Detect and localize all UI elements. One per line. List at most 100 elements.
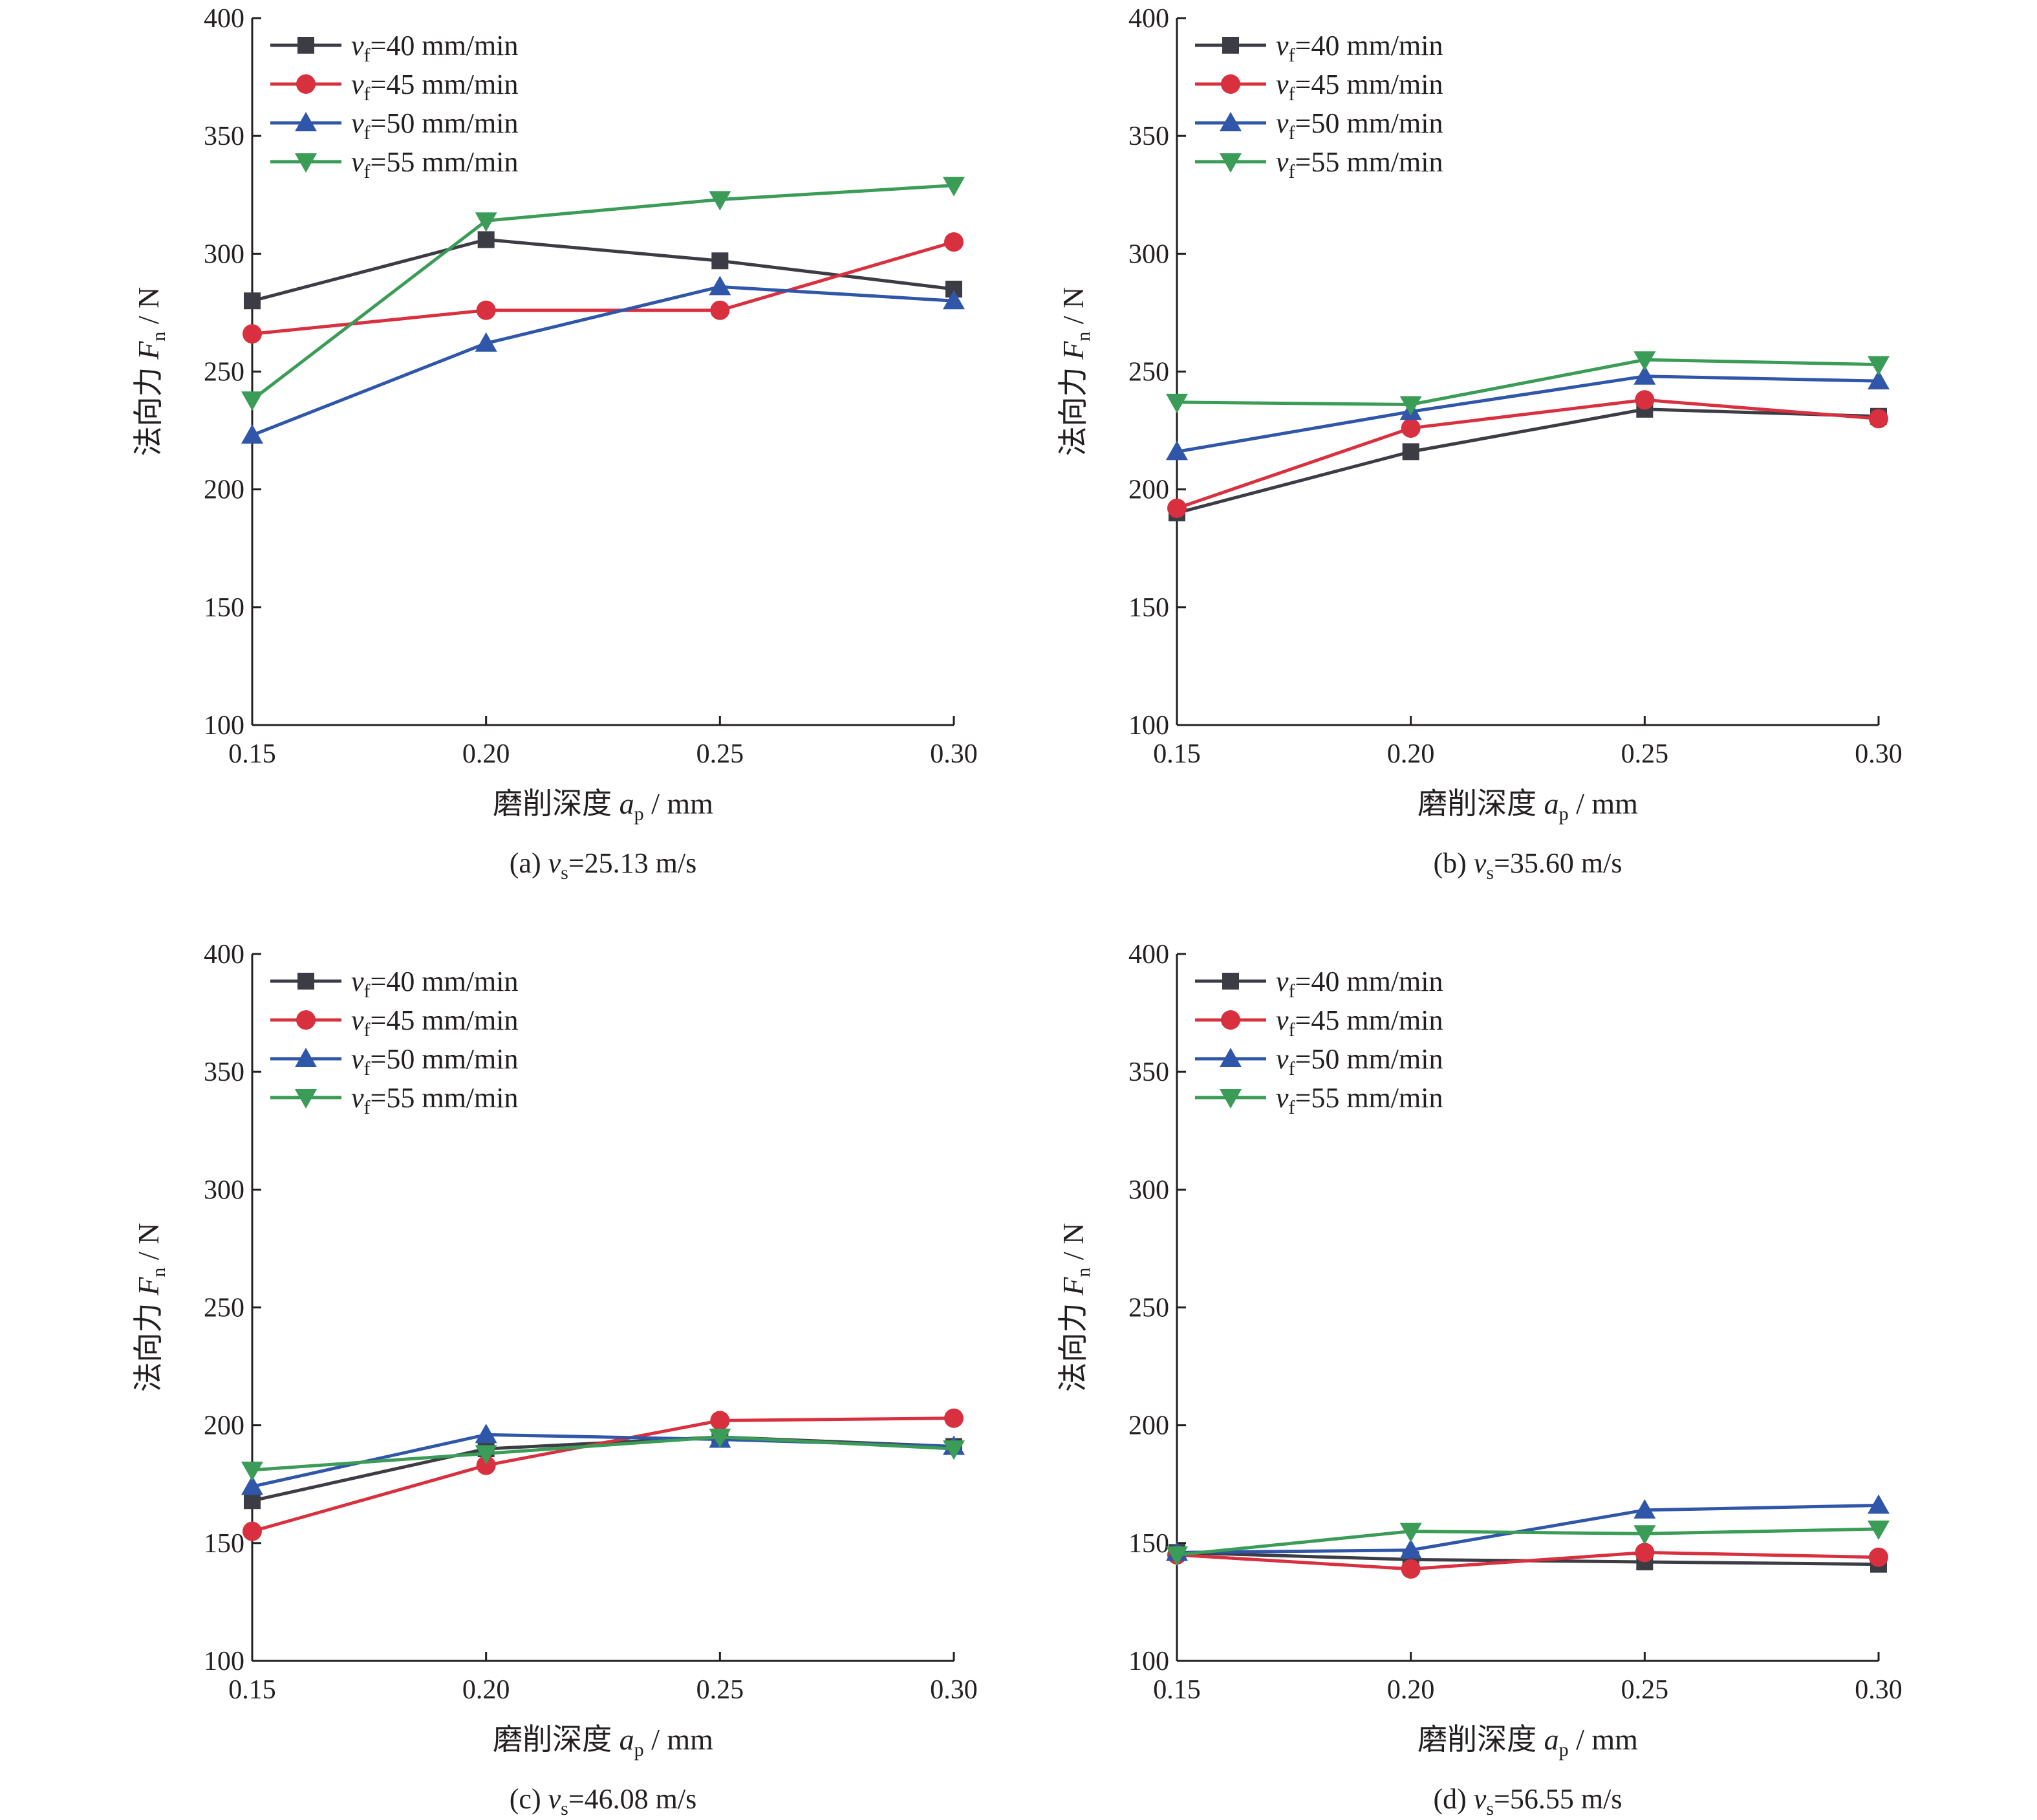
data-point [1633, 1525, 1656, 1545]
data-point [944, 232, 964, 252]
data-point [1868, 1494, 1890, 1514]
legend-entry: vf=55 mm/min [270, 146, 518, 182]
data-point [1635, 1543, 1655, 1563]
series-line [252, 285, 954, 437]
series-3 [1166, 1494, 1890, 1561]
series-line [1176, 374, 1879, 453]
y-axis-title: 法向力 Fn / N [1057, 287, 1094, 457]
data-point [242, 324, 262, 344]
legend-label: vf=50 mm/min [1276, 1043, 1443, 1079]
legend-entry: vf=45 mm/min [1195, 1004, 1443, 1041]
legend-marker [296, 1010, 316, 1030]
data-point [944, 1408, 964, 1428]
legend-marker [1220, 153, 1242, 173]
legend-marker [297, 37, 314, 54]
x-tick-label: 0.25 [696, 739, 744, 769]
y-tick-label: 200 [204, 1411, 244, 1441]
legend-label: vf=55 mm/min [1276, 1082, 1443, 1118]
data-point [710, 1411, 730, 1431]
legend-marker [295, 1089, 317, 1109]
y-tick-label: 150 [204, 1529, 244, 1559]
series-line [1176, 1550, 1879, 1571]
y-tick-label: 350 [1128, 1057, 1169, 1087]
x-tick-label: 0.20 [462, 1675, 510, 1705]
series-line [1176, 407, 1879, 515]
y-tick-label: 300 [1128, 1175, 1169, 1205]
data-point [1869, 1547, 1888, 1567]
series-4 [1166, 1520, 1890, 1566]
x-tick-label: 0.20 [462, 739, 510, 769]
legend-label: vf=40 mm/min [1276, 30, 1443, 66]
y-tick-label: 200 [1128, 1411, 1169, 1441]
x-tick-label: 0.15 [1153, 1675, 1201, 1705]
data-point [1402, 443, 1419, 460]
y-tick-label: 300 [1128, 239, 1169, 269]
series-line [1176, 1527, 1879, 1557]
legend-entry: vf=50 mm/min [270, 1043, 518, 1079]
y-tick-label: 400 [1128, 4, 1169, 34]
data-point [241, 1475, 263, 1495]
data-point [1633, 1499, 1656, 1519]
legend-marker [296, 74, 316, 94]
data-point [709, 191, 731, 211]
series-4 [241, 177, 965, 411]
series-3 [241, 276, 965, 444]
data-point [1166, 393, 1188, 413]
data-point [1166, 1546, 1188, 1566]
series-line [251, 184, 954, 402]
x-axis-title: 磨削深度 ap / mm [493, 1723, 713, 1760]
legend-marker [1220, 112, 1242, 131]
series-line [252, 237, 954, 303]
x-axis-title: 磨削深度 ap / mm [493, 787, 713, 825]
data-point [477, 231, 495, 248]
data-point [242, 1521, 262, 1541]
legend-label: vf=45 mm/min [351, 1004, 518, 1041]
x-tick-label: 0.25 [1621, 739, 1669, 769]
x-tick-label: 0.15 [228, 739, 276, 769]
chart-panel-b: 100 150 200 250 300 350 400 0.15 0.20 0.25 0.30 磨削深… [1057, 4, 1902, 883]
y-tick-label: 100 [1128, 1647, 1169, 1676]
panel-caption: (c) vs=46.08 m/s [510, 1783, 696, 1819]
legend-entry: vf=40 mm/min [270, 30, 518, 66]
legend-label: vf=45 mm/min [1276, 69, 1443, 105]
legend-label: vf=55 mm/min [351, 1082, 518, 1118]
data-point [1166, 440, 1188, 460]
data-point [1868, 356, 1890, 376]
series-3 [1166, 365, 1890, 460]
y-axis-title: 法向力 Fn / N [132, 287, 169, 457]
legend-entry: vf=40 mm/min [270, 966, 518, 1002]
x-tick-label: 0.25 [1621, 1675, 1669, 1705]
series-line [252, 1435, 954, 1472]
data-point [1399, 396, 1422, 416]
data-point [1633, 351, 1656, 371]
y-tick-label: 300 [204, 1175, 244, 1205]
data-point [244, 292, 261, 310]
legend-marker [1220, 1048, 1242, 1067]
y-tick-label: 200 [204, 475, 244, 505]
y-tick-label: 100 [204, 1647, 244, 1676]
series-1 [1169, 400, 1887, 522]
legend-entry: vf=50 mm/min [1195, 1043, 1443, 1079]
panel-caption: (d) vs=56.55 m/s [1434, 1783, 1622, 1819]
legend-marker [297, 973, 314, 990]
legend-entry: vf=55 mm/min [1195, 1082, 1443, 1118]
data-point [1869, 409, 1888, 429]
data-point [244, 1492, 261, 1510]
legend-marker [1222, 973, 1239, 990]
data-point [476, 300, 496, 320]
legend-entry: vf=55 mm/min [1195, 146, 1443, 182]
y-axis-title: 法向力 Fn / N [1057, 1223, 1094, 1392]
data-point [711, 252, 729, 270]
data-point [475, 1424, 497, 1444]
x-tick-label: 0.20 [1387, 1675, 1435, 1705]
series-1 [1169, 1544, 1887, 1573]
legend-marker [1221, 1010, 1240, 1030]
legend-marker [295, 1048, 317, 1067]
series-4 [241, 1428, 965, 1481]
legend-marker [295, 153, 317, 173]
series-line [252, 1416, 954, 1533]
legend-label: vf=40 mm/min [1276, 966, 1443, 1002]
legend-marker [1220, 1089, 1242, 1109]
